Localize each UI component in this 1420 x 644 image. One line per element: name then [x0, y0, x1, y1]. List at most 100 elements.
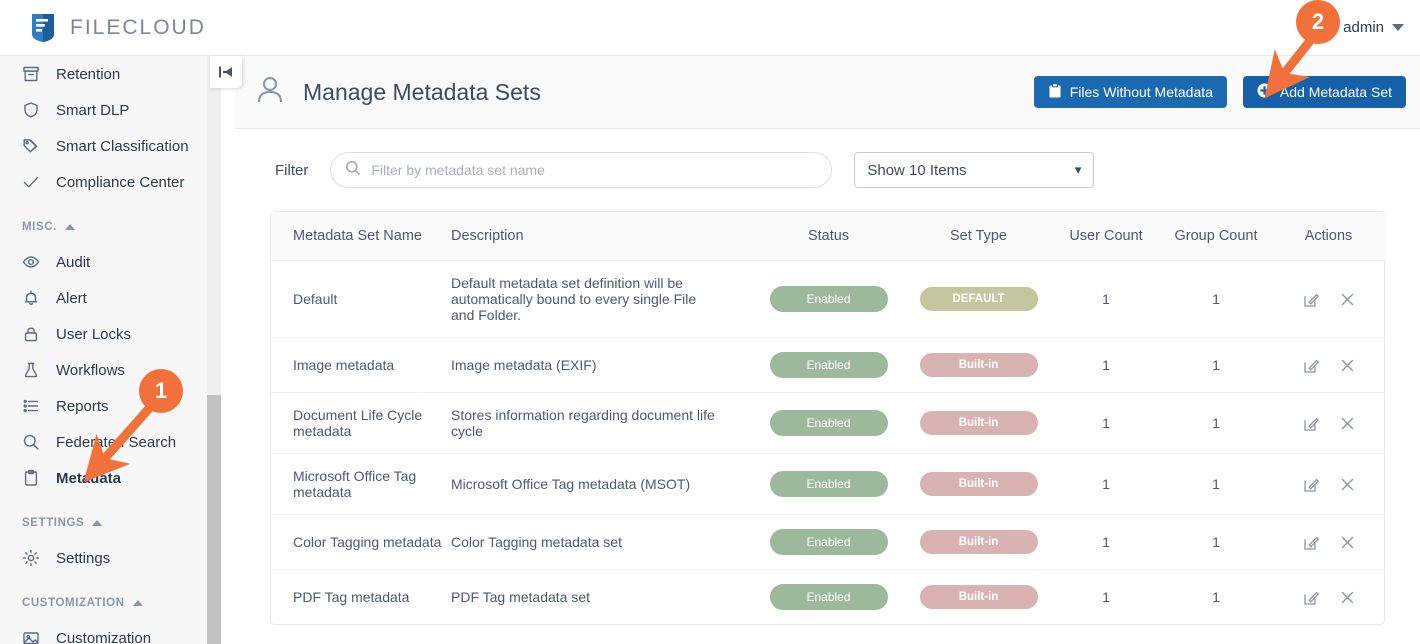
- triangle-up-icon: [92, 520, 103, 526]
- table-row[interactable]: Default Default metadata set definition w…: [271, 260, 1386, 338]
- main-content: Manage Metadata Sets Files Without Metad…: [235, 56, 1420, 644]
- sidebar-item-label: Metadata: [56, 469, 122, 487]
- sidebar-item-alert[interactable]: Alert: [0, 280, 220, 316]
- close-x-icon[interactable]: [1340, 292, 1355, 307]
- sidebar-item-label: Reports: [56, 397, 109, 415]
- cell-group-count: 1: [1161, 392, 1271, 454]
- column-header-metadata-set-name[interactable]: Metadata Set Name: [271, 212, 451, 261]
- sidebar-scrollbar-thumb[interactable]: [207, 395, 221, 644]
- cell-set-type: Built-in: [906, 392, 1051, 454]
- search-box[interactable]: [330, 152, 833, 188]
- cell-status: Enabled: [751, 514, 906, 570]
- add-metadata-set-label: Add Metadata Set: [1279, 84, 1392, 100]
- cell-metadata-set-name: PDF Tag metadata: [271, 569, 451, 624]
- sidebar-section-customization[interactable]: CUSTOMIZATION: [0, 586, 220, 620]
- chevron-down-icon: ▾: [1074, 162, 1082, 177]
- sidebar-item-metadata[interactable]: Metadata: [0, 460, 220, 496]
- sidebar-item-retention[interactable]: Retention: [0, 56, 220, 92]
- sidebar-section-misc[interactable]: MISC.: [0, 210, 220, 244]
- cell-user-count: 1: [1051, 453, 1161, 515]
- table-header-row: Metadata Set Name Description Status Set…: [271, 212, 1386, 261]
- table-row[interactable]: Document Life Cycle metadata Stores infor…: [271, 392, 1386, 454]
- sidebar-item-label: Workflows: [56, 361, 125, 379]
- search-input[interactable]: [371, 162, 818, 178]
- cell-set-type: Built-in: [906, 514, 1051, 570]
- cell-status: Enabled: [751, 569, 906, 624]
- column-header-description[interactable]: Description: [451, 212, 751, 261]
- cell-metadata-set-name: Document Life Cycle metadata: [271, 392, 451, 454]
- chevron-down-icon: [1392, 24, 1404, 31]
- sidebar-item-user-locks[interactable]: User Locks: [0, 316, 220, 352]
- sidebar-section-settings[interactable]: SETTINGS: [0, 506, 220, 540]
- column-header-status[interactable]: Status: [751, 212, 906, 261]
- sidebar-item-label: Smart DLP: [56, 101, 130, 119]
- user-icon: [255, 74, 285, 111]
- sidebar-item-settings[interactable]: Settings: [0, 540, 220, 576]
- cell-group-count: 1: [1161, 569, 1271, 624]
- sidebar-item-label: User Locks: [56, 325, 132, 343]
- cell-user-count: 1: [1051, 260, 1161, 338]
- table-row[interactable]: Color Tagging metadata Color Tagging meta…: [271, 514, 1386, 570]
- set-type-badge: Built-in: [919, 585, 1038, 609]
- sidebar-item-smart-classification[interactable]: Smart Classification: [0, 128, 220, 164]
- cell-metadata-set-name: Default: [271, 260, 451, 338]
- table-row[interactable]: Microsoft Office Tag metadata Microsoft O…: [271, 453, 1386, 515]
- cell-status: Enabled: [751, 337, 906, 393]
- column-header-group-count[interactable]: Group Count: [1161, 212, 1271, 261]
- close-x-icon[interactable]: [1340, 477, 1355, 492]
- page-header-actions: Files Without Metadata Add Metadata Set: [1033, 76, 1406, 108]
- edit-pencil-icon[interactable]: [1303, 291, 1320, 308]
- sidebar-item-audit[interactable]: Audit: [0, 244, 220, 280]
- cell-group-count: 1: [1161, 260, 1271, 338]
- column-header-set-type[interactable]: Set Type: [906, 212, 1051, 261]
- sidebar-item-label: Compliance Center: [56, 173, 185, 191]
- triangle-up-icon: [132, 600, 143, 606]
- column-header-user-count[interactable]: User Count: [1051, 212, 1161, 261]
- cell-user-count: 1: [1051, 337, 1161, 393]
- table-row[interactable]: PDF Tag metadata PDF Tag metadata set Enab…: [271, 569, 1386, 624]
- cell-status: Enabled: [751, 392, 906, 454]
- edit-pencil-icon[interactable]: [1303, 589, 1320, 606]
- sidebar-item-compliance-center[interactable]: Compliance Center: [0, 164, 220, 200]
- cell-metadata-set-name: Image metadata: [271, 337, 451, 393]
- table-row[interactable]: Image metadata Image metadata (EXIF) Enabl…: [271, 337, 1386, 393]
- sidebar-item-federated-search[interactable]: Federated Search: [0, 424, 220, 460]
- sidebar-item-customization[interactable]: Customization: [0, 620, 220, 644]
- files-without-metadata-button[interactable]: Files Without Metadata: [1033, 76, 1227, 108]
- status-badge: Enabled: [769, 471, 888, 497]
- page-size-select[interactable]: Show 10 Items ▾: [854, 152, 1095, 188]
- edit-pencil-icon[interactable]: [1303, 534, 1320, 551]
- tags-icon: [22, 137, 40, 155]
- sidebar-item-smart-dlp[interactable]: Smart DLP: [0, 92, 220, 128]
- close-x-icon[interactable]: [1340, 535, 1355, 550]
- set-type-badge: Built-in: [919, 530, 1038, 554]
- sidebar-item-label: Settings: [56, 549, 111, 567]
- table-body: Default Default metadata set definition w…: [271, 260, 1386, 624]
- close-x-icon[interactable]: [1340, 590, 1355, 605]
- status-badge: Enabled: [769, 352, 888, 378]
- column-header-actions: Actions: [1271, 212, 1386, 261]
- cell-set-type: Built-in: [906, 453, 1051, 515]
- edit-pencil-icon[interactable]: [1303, 415, 1320, 432]
- sidebar-nav: Retention Smart DLP Smart Classification Co…: [0, 56, 220, 644]
- close-x-icon[interactable]: [1340, 416, 1355, 431]
- cell-status: Enabled: [751, 260, 906, 338]
- sidebar-section-label: SETTINGS: [22, 517, 85, 529]
- sidebar-item-reports[interactable]: Reports: [0, 388, 220, 424]
- cell-description: Stores information regarding document li…: [451, 392, 751, 454]
- sidebar-item-label: Smart Classification: [56, 137, 189, 155]
- sidebar-section-label: MISC.: [22, 221, 57, 233]
- edit-pencil-icon[interactable]: [1303, 476, 1320, 493]
- sidebar-item-workflows[interactable]: Workflows: [0, 352, 220, 388]
- user-menu[interactable]: admin: [1343, 19, 1404, 36]
- cell-set-type: Built-in: [906, 337, 1051, 393]
- edit-pencil-icon[interactable]: [1303, 357, 1320, 374]
- user-name-label: admin: [1343, 19, 1384, 36]
- brand-logo[interactable]: FILECLOUD: [28, 12, 206, 44]
- close-x-icon[interactable]: [1340, 358, 1355, 373]
- sidebar-collapse-button[interactable]: [210, 56, 242, 88]
- cell-actions: [1271, 260, 1386, 338]
- add-metadata-set-button[interactable]: Add Metadata Set: [1242, 76, 1406, 108]
- cell-actions: [1271, 453, 1386, 515]
